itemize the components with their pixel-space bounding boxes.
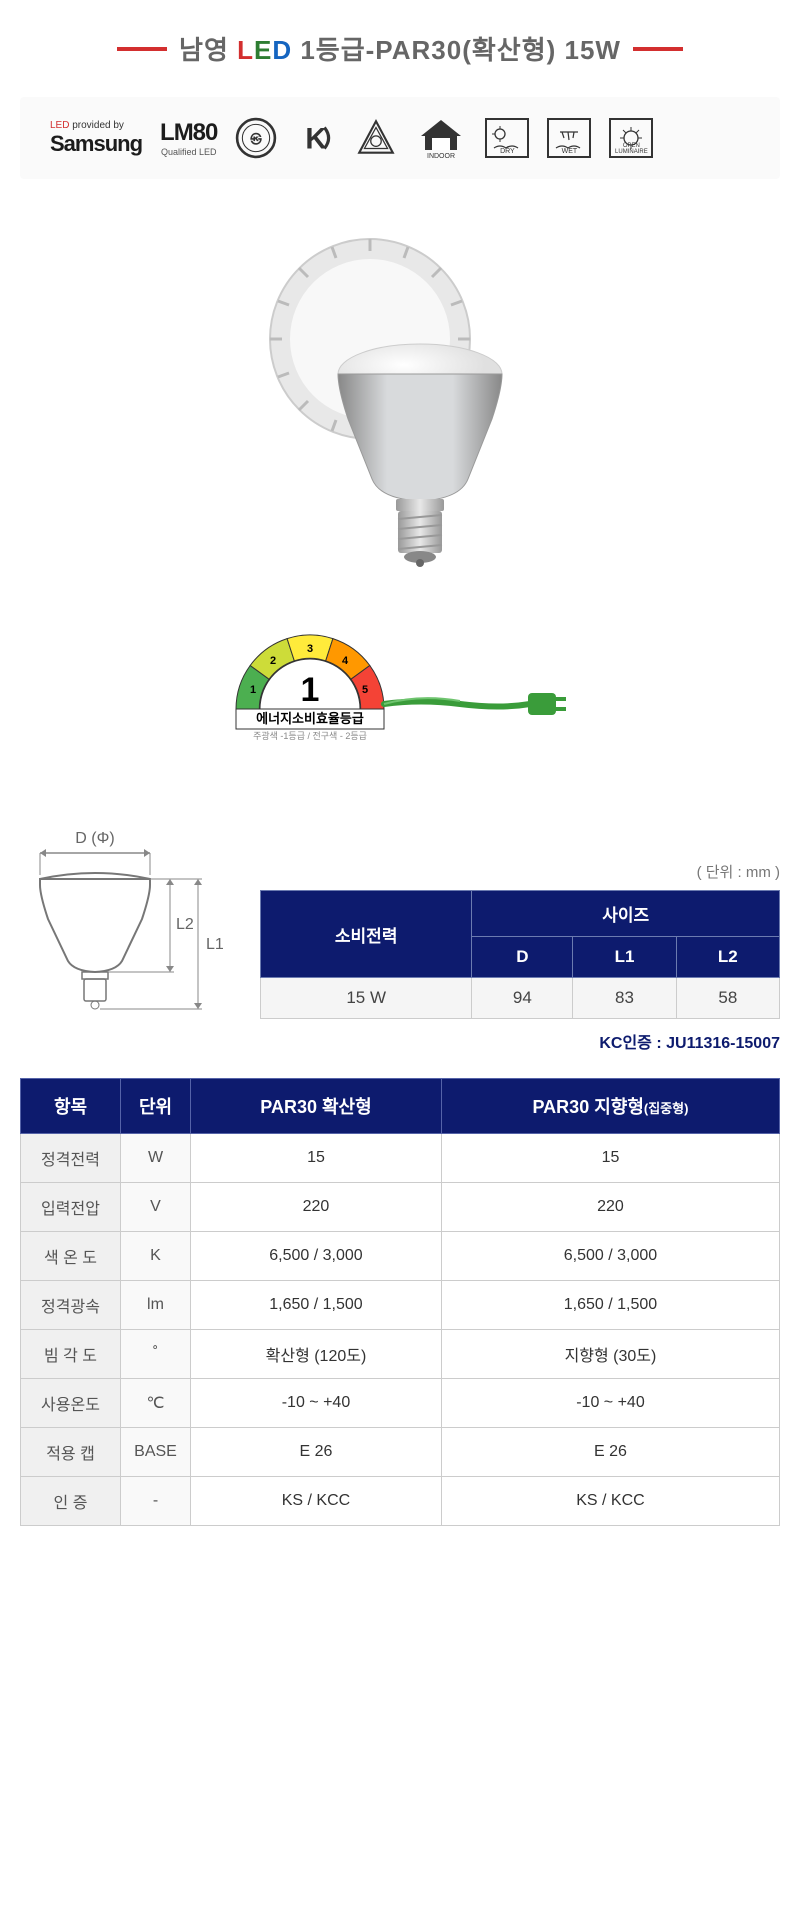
dimension-diagram: D (Φ) L1 L2 bbox=[20, 829, 240, 1019]
unit-label: ( 단위 : mm ) bbox=[260, 861, 780, 882]
energy-efficiency-label: 1 2 3 4 5 1 에너지소비효율등급 주광색 -1등급 / 전구색 - 2… bbox=[220, 609, 580, 749]
svg-text:K: K bbox=[306, 123, 327, 156]
svg-text:4: 4 bbox=[342, 655, 349, 667]
svg-text:1: 1 bbox=[301, 671, 320, 709]
title-text: 남영 LED 1등급-PAR30(확산형) 15W bbox=[179, 30, 621, 67]
open-luminaire-icon: OPEN LUMINAIRE bbox=[609, 118, 653, 158]
svg-text:D (Φ): D (Φ) bbox=[75, 830, 114, 847]
table-row: 빔 각 도˚확산형 (120도)지향형 (30도) bbox=[21, 1330, 780, 1379]
table-row: 정격광속lm1,650 / 1,5001,650 / 1,500 bbox=[21, 1281, 780, 1330]
svg-text:3: 3 bbox=[307, 643, 313, 655]
lm80-badge: LM80 Qualified LED bbox=[160, 119, 217, 157]
dimension-section: D (Φ) L1 L2 bbox=[20, 829, 780, 1526]
svg-text:5: 5 bbox=[362, 684, 368, 696]
led-letter-e: E bbox=[254, 35, 272, 65]
triangle-cert-icon bbox=[355, 117, 397, 159]
kc-mark-icon: K bbox=[295, 117, 337, 159]
specification-table: 항목 단위 PAR30 확산형 PAR30 지향형(집중형) 정격전력W1515… bbox=[20, 1078, 780, 1526]
table-row: 색 온 도K6,500 / 3,0006,500 / 3,000 bbox=[21, 1232, 780, 1281]
samsung-badge: LED provided by Samsung bbox=[50, 120, 142, 157]
table-row: 인 증-KS / KCCKS / KCC bbox=[21, 1477, 780, 1526]
title-dash-left bbox=[117, 47, 167, 51]
title-dash-right bbox=[633, 47, 683, 51]
wet-icon: WET bbox=[547, 118, 591, 158]
ks-mark-icon: ㉿ bbox=[235, 117, 277, 159]
kc-certification-number: KC인증 : JU11316-15007 bbox=[20, 1029, 780, 1053]
table-row: 입력전압V220220 bbox=[21, 1183, 780, 1232]
svg-text:1: 1 bbox=[250, 684, 256, 696]
page-title: 남영 LED 1등급-PAR30(확산형) 15W bbox=[20, 30, 780, 67]
svg-text:L1: L1 bbox=[206, 936, 224, 953]
svg-text:에너지소비효율등급: 에너지소비효율등급 bbox=[256, 711, 364, 726]
led-letter-d: D bbox=[272, 35, 292, 65]
svg-text:㉿: ㉿ bbox=[251, 132, 263, 146]
svg-text:L2: L2 bbox=[176, 916, 194, 933]
led-letter-l: L bbox=[237, 35, 254, 65]
table-row: 사용온도℃-10 ~ +40-10 ~ +40 bbox=[21, 1379, 780, 1428]
svg-text:주광색 -1등급 / 전구색 - 2등급: 주광색 -1등급 / 전구색 - 2등급 bbox=[253, 730, 367, 741]
table-row: 적용 캡BASEE 26E 26 bbox=[21, 1428, 780, 1477]
certification-strip: LED provided by Samsung LM80 Qualified L… bbox=[20, 97, 780, 179]
table-row: 정격전력W1515 bbox=[21, 1134, 780, 1183]
indoor-icon: INDOOR bbox=[415, 117, 467, 159]
product-image bbox=[250, 219, 550, 579]
size-table: 소비전력 사이즈 D L1 L2 15 W 94 83 58 bbox=[260, 890, 780, 1019]
dry-icon: DRY bbox=[485, 118, 529, 158]
svg-text:INDOOR: INDOOR bbox=[427, 153, 455, 160]
product-section: 1 2 3 4 5 1 에너지소비효율등급 주광색 -1등급 / 전구색 - 2… bbox=[20, 219, 780, 749]
svg-text:2: 2 bbox=[270, 655, 276, 667]
